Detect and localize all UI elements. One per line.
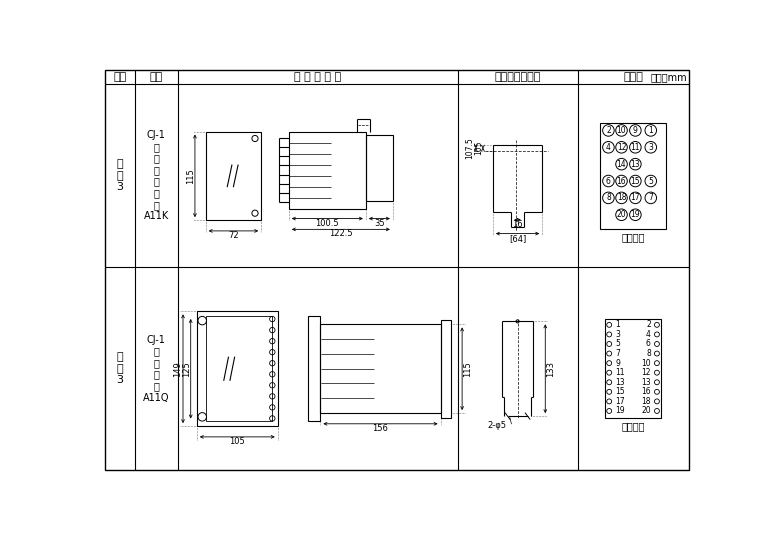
Bar bbox=[605, 319, 661, 418]
Bar bbox=[366, 135, 393, 201]
Text: 125: 125 bbox=[183, 361, 191, 377]
Text: 3: 3 bbox=[649, 143, 653, 152]
Bar bbox=[600, 123, 666, 229]
Text: 15: 15 bbox=[615, 387, 625, 396]
Text: 安装开孔尺寸图: 安装开孔尺寸图 bbox=[495, 72, 541, 82]
Text: 122.5: 122.5 bbox=[329, 230, 353, 239]
Text: 10: 10 bbox=[617, 126, 626, 135]
Text: 8: 8 bbox=[606, 193, 611, 202]
Bar bbox=[440, 320, 451, 418]
Text: 115: 115 bbox=[186, 168, 195, 184]
Text: [64]: [64] bbox=[509, 234, 526, 243]
Text: 附
图
3: 附 图 3 bbox=[116, 159, 123, 193]
Text: 端子图: 端子图 bbox=[623, 72, 643, 82]
Text: 18: 18 bbox=[642, 397, 651, 406]
Text: 7: 7 bbox=[615, 349, 620, 358]
Text: 11: 11 bbox=[631, 143, 640, 152]
Text: 结构: 结构 bbox=[150, 72, 163, 82]
Bar bbox=[206, 132, 261, 220]
Text: 10: 10 bbox=[641, 358, 651, 368]
Text: 16: 16 bbox=[641, 387, 651, 396]
Text: 外 形 尺 寸 图: 外 形 尺 寸 图 bbox=[294, 72, 341, 82]
Text: 105: 105 bbox=[229, 437, 245, 446]
Text: 5: 5 bbox=[649, 177, 653, 186]
Text: 105: 105 bbox=[474, 141, 483, 155]
Text: 1: 1 bbox=[615, 320, 620, 330]
Text: 13: 13 bbox=[631, 159, 640, 169]
Bar bbox=[308, 316, 320, 422]
Text: 149: 149 bbox=[173, 361, 182, 377]
Text: 16: 16 bbox=[512, 220, 523, 229]
Text: 14: 14 bbox=[617, 159, 626, 169]
Text: 附
图
3: 附 图 3 bbox=[116, 352, 123, 385]
Text: 115: 115 bbox=[463, 361, 472, 377]
Text: 8: 8 bbox=[646, 349, 651, 358]
Text: 19: 19 bbox=[631, 210, 640, 219]
Text: （前视）: （前视） bbox=[622, 421, 645, 431]
Text: 1: 1 bbox=[649, 126, 653, 135]
Bar bbox=[206, 316, 272, 422]
Text: 9: 9 bbox=[615, 358, 620, 368]
Text: 3: 3 bbox=[615, 330, 620, 339]
Text: 20: 20 bbox=[641, 407, 651, 416]
Bar bbox=[320, 324, 440, 413]
Bar bbox=[289, 132, 366, 209]
Text: 15: 15 bbox=[631, 177, 640, 186]
Bar bbox=[197, 311, 278, 426]
Text: 6: 6 bbox=[606, 177, 611, 186]
Text: 156: 156 bbox=[372, 424, 389, 433]
Text: 7: 7 bbox=[649, 193, 653, 202]
Text: 12: 12 bbox=[642, 368, 651, 377]
Text: 19: 19 bbox=[615, 407, 625, 416]
Text: 单位：mm: 单位：mm bbox=[650, 73, 687, 83]
Text: CJ-1
嵌
入
式
后
接
线
A11K: CJ-1 嵌 入 式 后 接 线 A11K bbox=[144, 130, 169, 221]
Text: 18: 18 bbox=[617, 193, 626, 202]
Text: 16: 16 bbox=[617, 177, 626, 186]
Text: 35: 35 bbox=[374, 219, 385, 228]
Text: 图号: 图号 bbox=[113, 72, 126, 82]
Text: 4: 4 bbox=[646, 330, 651, 339]
Text: 100.5: 100.5 bbox=[316, 219, 339, 228]
Text: 2: 2 bbox=[606, 126, 611, 135]
Text: 133: 133 bbox=[546, 361, 555, 377]
Text: （背视）: （背视） bbox=[622, 232, 645, 242]
Text: 6: 6 bbox=[646, 340, 651, 348]
Text: 2-φ5: 2-φ5 bbox=[488, 421, 507, 430]
Text: 9: 9 bbox=[633, 126, 638, 135]
Text: 72: 72 bbox=[228, 231, 238, 240]
Text: 11: 11 bbox=[615, 368, 625, 377]
Text: 13: 13 bbox=[615, 378, 625, 387]
Text: 2: 2 bbox=[646, 320, 651, 330]
Text: 5: 5 bbox=[615, 340, 620, 348]
Text: 17: 17 bbox=[631, 193, 640, 202]
Text: 20: 20 bbox=[617, 210, 626, 219]
Text: 12: 12 bbox=[617, 143, 626, 152]
Text: 17: 17 bbox=[615, 397, 625, 406]
Text: 107.5: 107.5 bbox=[465, 137, 474, 159]
Text: CJ-1
板
前
接
线
A11Q: CJ-1 板 前 接 线 A11Q bbox=[143, 335, 170, 403]
Text: 4: 4 bbox=[606, 143, 611, 152]
Text: 13: 13 bbox=[641, 378, 651, 387]
